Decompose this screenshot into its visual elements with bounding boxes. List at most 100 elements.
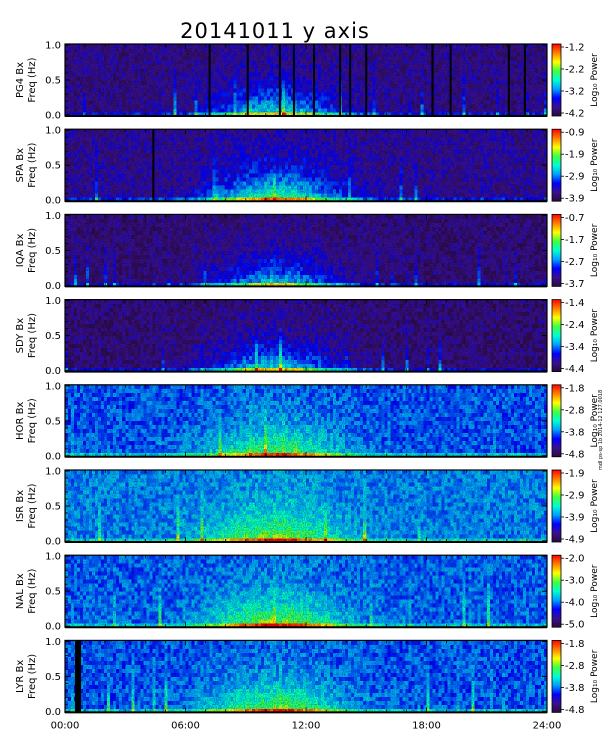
y-tick-label: 1.0	[45, 296, 61, 307]
y-tick-label: 0.5	[45, 331, 61, 342]
colorbar-tick-label: -3.8	[565, 427, 585, 438]
y-axis-label-freq: Freq (Hz)	[27, 313, 38, 358]
y-tick-label: 0.5	[45, 161, 61, 172]
chart-title: 20141011 y axis	[180, 19, 370, 43]
colorbar-tick-label: -1.7	[565, 235, 585, 246]
y-tick-label: 0.0	[45, 537, 61, 548]
y-axis-label-freq: Freq (Hz)	[27, 569, 38, 614]
noise-overlay	[65, 640, 547, 712]
y-tick-label: 0.0	[45, 451, 61, 462]
colorbar-tick-label: -2.9	[565, 172, 585, 183]
data-gap	[508, 44, 510, 116]
data-gap	[152, 129, 154, 201]
colorbar	[552, 129, 561, 201]
y-tick-label: 1.0	[45, 211, 61, 222]
colorbar-tick-label: -2.8	[565, 661, 585, 672]
colorbar	[552, 44, 561, 116]
colorbar	[552, 470, 561, 542]
colorbar-tick-label: -3.9	[565, 513, 585, 524]
data-gap	[279, 44, 281, 116]
y-axis-label-freq: Freq (Hz)	[27, 483, 38, 528]
y-tick-label: 1.0	[45, 41, 61, 52]
noise-overlay	[65, 129, 547, 201]
colorbar-tick-label: -1.9	[565, 150, 585, 161]
colorbar-tick-label: -3.0	[565, 576, 585, 587]
y-tick-label: 1.0	[45, 552, 61, 563]
colorbar	[552, 214, 561, 286]
y-axis-label-station: SDY Bx	[15, 318, 26, 354]
y-tick-label: 0.0	[45, 196, 61, 207]
colorbar-tick-label: -1.2	[565, 43, 585, 54]
x-tick-label: 06:00	[171, 720, 200, 731]
colorbar-tick-label: -1.8	[565, 639, 585, 650]
x-axis: 00:00 06:00 12:00 18:00 24:00	[51, 720, 562, 731]
y-tick-label: 0.0	[45, 111, 61, 122]
y-axis-label-station: LYR Bx	[15, 660, 26, 693]
colorbar-tick-label: -3.9	[565, 194, 585, 205]
data-gap	[339, 44, 341, 116]
y-tick-label: 0.5	[45, 587, 61, 598]
y-tick-label: 0.5	[45, 416, 61, 427]
y-axis-label-freq: Freq (Hz)	[27, 398, 38, 443]
colorbar	[552, 640, 561, 712]
colorbar-tick-label: -4.8	[565, 449, 585, 460]
data-gap	[209, 44, 211, 116]
y-tick-label: 1.0	[45, 467, 61, 478]
colorbar-label: Log₁₀ Power	[590, 649, 600, 703]
colorbar-label: Log₁₀ Power	[590, 564, 600, 618]
y-tick-label: 1.0	[45, 381, 61, 392]
data-gap	[365, 44, 367, 116]
y-tick-label: 0.0	[45, 366, 61, 377]
colorbar-tick-label: -3.8	[565, 683, 585, 694]
y-tick-label: 0.5	[45, 76, 61, 87]
colorbar-label: Log₁₀ Power	[590, 223, 600, 277]
y-axis-label-freq: Freq (Hz)	[27, 654, 38, 699]
colorbar-tick-label: -2.2	[565, 65, 585, 76]
colorbar-tick-label: -1.8	[565, 383, 585, 394]
colorbar-tick-label: -0.7	[565, 213, 585, 224]
y-axis-label-freq: Freq (Hz)	[27, 228, 38, 273]
data-gap	[432, 44, 434, 116]
data-gap	[524, 44, 526, 116]
y-tick-label: 0.5	[45, 502, 61, 513]
colorbar	[552, 300, 561, 372]
y-tick-label: 0.0	[45, 281, 61, 292]
colorbar-tick-label: -4.8	[565, 705, 585, 716]
data-gap	[313, 44, 315, 116]
x-tick-label: 12:00	[292, 720, 321, 731]
y-axis-label-freq: Freq (Hz)	[27, 143, 38, 188]
x-tick-label: 00:00	[51, 720, 80, 731]
data-gap	[75, 640, 81, 712]
y-tick-label: 1.0	[45, 126, 61, 137]
noise-overlay	[65, 555, 547, 627]
y-axis-label-station: IQA Bx	[15, 234, 26, 268]
colorbar-tick-label: -2.0	[565, 554, 585, 565]
colorbar-tick-label: -3.7	[565, 279, 585, 290]
colorbar-tick-label: -2.4	[565, 320, 585, 331]
colorbar-tick-label: -1.4	[565, 298, 585, 309]
y-axis-label-station: ISR Bx	[15, 490, 26, 522]
y-axis-label-station: PG4 Bx	[15, 62, 26, 98]
data-gap	[247, 44, 249, 116]
y-tick-label: 1.0	[45, 637, 61, 648]
data-gap	[293, 44, 295, 116]
data-gap	[450, 44, 452, 116]
colorbar-tick-label: -3.2	[565, 87, 585, 98]
colorbar-tick-label: -3.4	[565, 342, 585, 353]
noise-overlay	[65, 44, 547, 116]
y-tick-label: 0.0	[45, 707, 61, 718]
colorbar	[552, 555, 561, 627]
noise-overlay	[65, 385, 547, 457]
colorbar-tick-label: -5.0	[565, 620, 585, 631]
data-gap	[349, 44, 351, 116]
x-tick-label: 18:00	[412, 720, 441, 731]
x-tick-label: 24:00	[533, 720, 562, 731]
y-tick-label: 0.5	[45, 246, 61, 257]
y-axis-label-freq: Freq (Hz)	[27, 57, 38, 102]
